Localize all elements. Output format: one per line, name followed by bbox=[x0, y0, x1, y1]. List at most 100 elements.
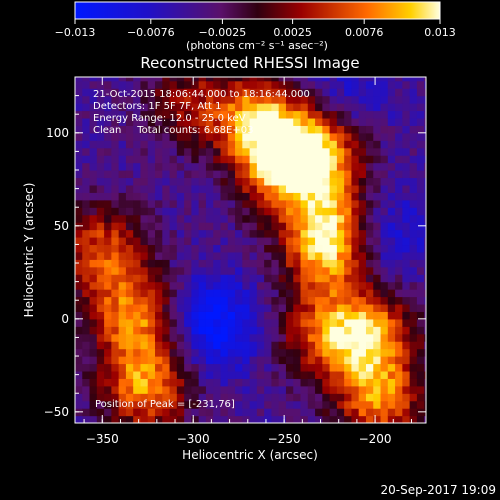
heatmap-pixel bbox=[125, 229, 134, 238]
heatmap-pixel bbox=[169, 318, 178, 327]
heatmap-pixel bbox=[82, 184, 91, 193]
heatmap-pixel bbox=[82, 199, 91, 208]
heatmap-pixel bbox=[322, 184, 331, 193]
heatmap-pixel bbox=[315, 199, 323, 208]
heatmap-pixel bbox=[242, 103, 251, 112]
heatmap-pixel bbox=[184, 192, 192, 201]
heatmap-pixel bbox=[336, 125, 345, 134]
heatmap-pixel bbox=[264, 400, 273, 409]
heatmap-pixel bbox=[256, 370, 265, 379]
heatmap-pixel bbox=[220, 259, 229, 268]
heatmap-pixel bbox=[89, 370, 98, 379]
heatmap-pixel bbox=[271, 199, 280, 208]
heatmap-pixel bbox=[96, 251, 105, 260]
heatmap-pixel bbox=[256, 207, 265, 216]
heatmap-pixel bbox=[271, 184, 280, 193]
heatmap-pixel bbox=[344, 385, 353, 394]
heatmap-pixel bbox=[213, 222, 222, 231]
heatmap-pixel bbox=[125, 356, 134, 365]
heatmap-pixel bbox=[133, 363, 142, 372]
heatmap-pixel bbox=[402, 95, 411, 104]
heatmap-pixel bbox=[416, 318, 425, 327]
heatmap-pixel bbox=[227, 88, 236, 97]
heatmap-pixel bbox=[82, 415, 91, 423]
heatmap-pixel bbox=[300, 415, 309, 423]
heatmap-pixel bbox=[278, 125, 287, 134]
heatmap-pixel bbox=[344, 303, 353, 312]
heatmap-pixel bbox=[307, 207, 316, 216]
heatmap-pixel bbox=[300, 274, 309, 283]
heatmap-pixel bbox=[227, 415, 236, 423]
heatmap-pixel bbox=[322, 244, 331, 253]
heatmap-pixel bbox=[278, 88, 287, 97]
heatmap-pixel bbox=[293, 132, 302, 141]
heatmap-pixel bbox=[307, 244, 316, 253]
heatmap-pixel bbox=[176, 229, 185, 238]
heatmap-pixel bbox=[387, 88, 396, 97]
heatmap-pixel bbox=[300, 132, 309, 141]
heatmap-pixel bbox=[271, 370, 280, 379]
heatmap-pixel bbox=[416, 326, 425, 335]
heatmap-pixel bbox=[249, 303, 258, 312]
heatmap-pixel bbox=[227, 170, 236, 179]
heatmap-pixel bbox=[336, 88, 345, 97]
heatmap-pixel bbox=[140, 400, 149, 409]
heatmap-pixel bbox=[147, 318, 156, 327]
heatmap-pixel bbox=[358, 140, 367, 149]
heatmap-pixel bbox=[242, 341, 251, 350]
heatmap-pixel bbox=[373, 103, 382, 112]
heatmap-pixel bbox=[271, 348, 280, 357]
heatmap-pixel bbox=[184, 214, 192, 223]
heatmap-pixel bbox=[89, 77, 98, 82]
heatmap-pixel bbox=[125, 348, 134, 357]
heatmap-pixel bbox=[358, 147, 367, 156]
heatmap-pixel bbox=[220, 303, 229, 312]
heatmap-pixel bbox=[147, 348, 156, 357]
heatmap-pixel bbox=[351, 184, 360, 193]
heatmap-pixel bbox=[256, 214, 265, 223]
heatmap-pixel bbox=[191, 333, 200, 342]
heatmap-pixel bbox=[402, 222, 411, 231]
heatmap-pixel bbox=[176, 184, 185, 193]
heatmap-pixel bbox=[365, 236, 374, 246]
heatmap-pixel bbox=[278, 117, 287, 126]
heatmap-pixel bbox=[285, 415, 294, 423]
heatmap-pixel bbox=[358, 296, 367, 305]
heatmap-pixel bbox=[125, 266, 134, 275]
heatmap-pixel bbox=[315, 155, 323, 164]
heatmap-pixel bbox=[409, 400, 418, 409]
heatmap-pixel bbox=[373, 162, 382, 171]
heatmap-pixel bbox=[293, 281, 302, 290]
heatmap-pixel bbox=[220, 170, 229, 179]
heatmap-pixel bbox=[300, 370, 309, 379]
heatmap-pixel bbox=[118, 80, 127, 89]
heatmap-pixel bbox=[424, 162, 426, 171]
heatmap-pixel bbox=[285, 326, 294, 335]
heatmap-pixel bbox=[351, 207, 360, 216]
heatmap-pixel bbox=[176, 415, 185, 423]
heatmap-pixel bbox=[293, 103, 302, 112]
heatmap-pixel bbox=[358, 289, 367, 298]
heatmap-pixel bbox=[416, 155, 425, 164]
colorbar-gradient bbox=[74, 1, 441, 20]
heatmap-pixel bbox=[322, 251, 331, 260]
heatmap-pixel bbox=[387, 140, 396, 149]
heatmap-pixel bbox=[249, 95, 258, 104]
heatmap-pixel bbox=[125, 222, 134, 231]
heatmap-pixel bbox=[82, 244, 91, 253]
heatmap-pixel bbox=[96, 207, 105, 216]
heatmap-pixel bbox=[111, 259, 120, 268]
heatmap-pixel bbox=[89, 177, 98, 186]
heatmap-pixel bbox=[191, 214, 200, 223]
heatmap-pixel bbox=[205, 348, 214, 357]
heatmap-pixel bbox=[293, 214, 302, 223]
heatmap-pixel bbox=[278, 192, 287, 201]
heatmap-pixel bbox=[351, 333, 360, 342]
heatmap-pixel bbox=[336, 303, 345, 312]
heatmap-pixel bbox=[111, 140, 120, 149]
heatmap-pixel bbox=[75, 385, 83, 394]
heatmap-pixel bbox=[169, 289, 178, 298]
heatmap-pixel bbox=[387, 370, 396, 379]
heatmap-pixel bbox=[118, 236, 127, 246]
heatmap-pixel bbox=[169, 356, 178, 365]
